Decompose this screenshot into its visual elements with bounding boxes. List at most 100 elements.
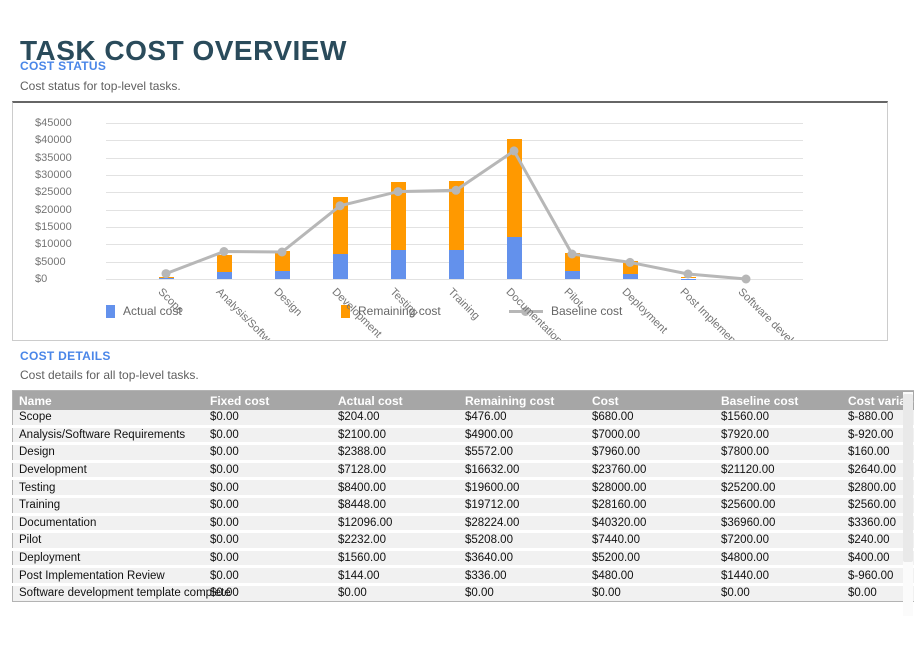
baseline-data-point[interactable]: [509, 146, 519, 156]
table-header-row: Name Fixed cost Actual cost Remaining cost C…: [12, 390, 914, 410]
column-header-baseline-cost: Baseline cost: [715, 390, 842, 410]
baseline-data-point[interactable]: [567, 249, 577, 259]
cost-value-cell: $1560.00: [715, 410, 842, 428]
cost-value-cell: $12096.00: [332, 514, 459, 534]
cost-value-cell: $2640.00: [842, 461, 914, 481]
column-header-name: Name: [12, 390, 204, 410]
column-header-fixed-cost: Fixed cost: [204, 390, 332, 410]
task-name-cell: Analysis/Software Requirements: [12, 426, 204, 446]
cost-value-cell: $2100.00: [332, 426, 459, 446]
cost-value-cell: $480.00: [586, 566, 715, 586]
cost-value-cell: $4900.00: [459, 426, 586, 446]
cost-value-cell: $5572.00: [459, 443, 586, 463]
cost-value-cell: $400.00: [842, 549, 914, 569]
y-axis-tick-label: $35000: [35, 151, 72, 164]
bar-actual-cost[interactable]: [564, 271, 580, 279]
bar-remaining-cost[interactable]: [506, 139, 522, 238]
cost-value-cell: $240.00: [842, 531, 914, 551]
baseline-data-point[interactable]: [683, 269, 693, 279]
cost-value-cell: $5200.00: [586, 549, 715, 569]
cost-value-cell: $2388.00: [332, 443, 459, 463]
baseline-data-point[interactable]: [277, 247, 287, 257]
cost-value-cell: $1560.00: [332, 549, 459, 569]
cost-details-heading: COST DETAILS: [20, 349, 111, 363]
cost-value-cell: $0.00: [204, 566, 332, 586]
table-row: Pilot $0.00 $2232.00 $5208.00 $7440.00 $7200.…: [12, 531, 914, 551]
y-gridline: [106, 140, 803, 142]
table-row: Analysis/Software Requirements $0.00 $2100…: [12, 426, 914, 446]
bar-actual-cost[interactable]: [448, 249, 464, 279]
baseline-data-point[interactable]: [625, 257, 635, 267]
task-name-cell: Design: [12, 443, 204, 463]
baseline-data-point[interactable]: [741, 274, 751, 284]
bar-actual-cost[interactable]: [332, 254, 348, 279]
cost-value-cell: $2800.00: [842, 478, 914, 498]
cost-value-cell: $0.00: [204, 443, 332, 463]
bar-actual-cost[interactable]: [158, 278, 174, 279]
bar-remaining-cost[interactable]: [216, 254, 232, 272]
cost-value-cell: $2560.00: [842, 496, 914, 516]
baseline-line-marker-icon: [509, 305, 543, 318]
bar-actual-cost[interactable]: [506, 237, 522, 279]
legend-item-baseline-cost: Baseline cost: [509, 304, 622, 318]
cost-value-cell: $0.00: [715, 584, 842, 602]
cost-value-cell: $0.00: [204, 461, 332, 481]
cost-value-cell: $160.00: [842, 443, 914, 463]
cost-value-cell: $0.00: [204, 549, 332, 569]
legend-color-swatch-icon: [341, 304, 350, 318]
bar-remaining-cost[interactable]: [274, 251, 290, 271]
task-name-cell: Deployment: [12, 549, 204, 569]
table-row: Scope $0.00 $204.00 $476.00 $680.00 $1560.00 $…: [12, 410, 914, 428]
cost-value-cell: $0.00: [204, 426, 332, 446]
bar-actual-cost[interactable]: [216, 271, 232, 279]
table-row: Training $0.00 $8448.00 $19712.00 $28160.00 $…: [12, 496, 914, 516]
task-name-cell: Training: [12, 496, 204, 516]
bar-remaining-cost[interactable]: [564, 253, 580, 272]
cost-value-cell: $3640.00: [459, 549, 586, 569]
task-name-cell: Documentation: [12, 514, 204, 534]
y-axis-tick-label: $5000: [35, 255, 66, 268]
cost-value-cell: $3360.00: [842, 514, 914, 534]
y-gridline: [106, 175, 803, 176]
baseline-data-point[interactable]: [451, 185, 461, 195]
legend-line-dot-icon: [521, 306, 530, 316]
cost-value-cell: $7800.00: [715, 443, 842, 463]
bar-actual-cost[interactable]: [274, 270, 290, 279]
cost-status-heading: COST STATUS: [20, 59, 107, 73]
bar-remaining-cost[interactable]: [332, 196, 348, 255]
cost-value-cell: $19712.00: [459, 496, 586, 516]
y-gridline: [106, 123, 803, 124]
cost-value-cell: $1440.00: [715, 566, 842, 586]
bar-remaining-cost[interactable]: [448, 181, 464, 250]
scrollbar-thumb[interactable]: [903, 394, 913, 562]
cost-value-cell: $7200.00: [715, 531, 842, 551]
cost-value-cell: $0.00: [842, 584, 914, 602]
y-axis-tick-label: $45000: [35, 117, 72, 129]
cost-value-cell: $7128.00: [332, 461, 459, 481]
cost-value-cell: $-920.00: [842, 426, 914, 446]
bar-remaining-cost[interactable]: [390, 181, 406, 250]
legend-item-actual-cost: Actual cost: [106, 304, 182, 318]
legend-color-swatch-icon: [106, 304, 115, 318]
cost-value-cell: $0.00: [459, 584, 586, 602]
task-name-cell: Software development template complete: [12, 584, 231, 602]
bar-actual-cost[interactable]: [390, 249, 406, 279]
baseline-data-point[interactable]: [219, 247, 229, 256]
bar-actual-cost[interactable]: [622, 273, 638, 279]
table-row: Testing $0.00 $8400.00 $19600.00 $28000.00 $2…: [12, 478, 914, 498]
baseline-data-point[interactable]: [335, 201, 345, 211]
table-scrollbar[interactable]: [903, 392, 913, 616]
table-row: Deployment $0.00 $1560.00 $3640.00 $5200.00 $…: [12, 549, 914, 569]
task-name-cell: Pilot: [12, 531, 204, 551]
cost-value-cell: $0.00: [204, 531, 332, 551]
cost-value-cell: $16632.00: [459, 461, 586, 481]
y-axis-tick-label: $15000: [35, 221, 72, 233]
cost-status-chart: $0 $5000 $10000 $15000 $20000 $25000 $30000 $35…: [12, 101, 888, 341]
legend-label: Actual cost: [123, 304, 182, 318]
cost-status-subtitle: Cost status for top-level tasks.: [20, 79, 181, 93]
cost-value-cell: $36960.00: [715, 514, 842, 534]
baseline-data-point[interactable]: [161, 269, 171, 279]
cost-value-cell: $25200.00: [715, 478, 842, 498]
column-header-remaining-cost: Remaining cost: [459, 390, 586, 410]
baseline-data-point[interactable]: [393, 187, 403, 197]
